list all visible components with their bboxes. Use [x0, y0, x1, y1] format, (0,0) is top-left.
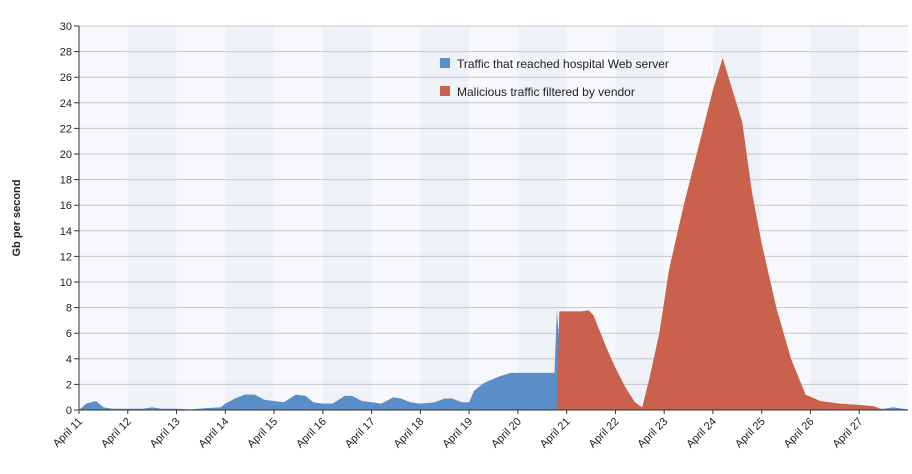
x-tick-label: April 24	[684, 416, 719, 451]
series-area-server-traffic	[79, 310, 908, 410]
y-tick-label: 22	[60, 123, 72, 135]
y-tick-label: 26	[60, 72, 72, 84]
legend-swatch-vendor	[440, 86, 450, 96]
day-band	[371, 26, 421, 410]
day-band	[469, 26, 518, 410]
y-tick-label: 12	[60, 251, 72, 263]
x-tick-label: April 19	[440, 416, 475, 451]
day-band	[274, 26, 323, 410]
legend: Traffic that reached hospital Web server…	[440, 57, 669, 99]
series-area-filtered-traffic	[556, 58, 884, 410]
y-tick-label: 8	[66, 303, 72, 315]
y-tick-label: 24	[60, 98, 72, 110]
x-tick-label: April 14	[197, 416, 232, 451]
day-band	[225, 26, 275, 410]
day-band	[79, 26, 128, 410]
x-tick-label: April 17	[343, 416, 378, 451]
day-band	[127, 26, 177, 410]
legend-swatch-server	[440, 58, 450, 68]
y-tick-label: 16	[60, 200, 72, 212]
x-tick-label: April 22	[587, 416, 622, 451]
day-band	[859, 26, 908, 410]
y-tick-label: 18	[60, 175, 72, 187]
y-tick-label: 2	[66, 379, 72, 391]
y-tick-label: 30	[60, 21, 72, 33]
day-band	[615, 26, 665, 410]
x-tick-labels: April 11 April 12 April 13 April 14 April 15…	[51, 410, 865, 451]
x-tick-label: April 13	[148, 416, 183, 451]
y-tick-label: 0	[66, 405, 72, 417]
day-band	[322, 26, 372, 410]
y-tick-label: 4	[66, 354, 72, 366]
day-band	[176, 26, 226, 410]
x-tick-label: April 18	[392, 416, 427, 451]
axes	[78, 26, 908, 411]
day-band	[420, 26, 470, 410]
x-tick-label: April 15	[245, 416, 280, 451]
x-tick-label: April 25	[733, 416, 768, 451]
day-band	[810, 26, 860, 410]
x-tick-label: April 20	[489, 416, 524, 451]
y-tick-label: 20	[60, 149, 72, 161]
x-tick-label: April 16	[294, 416, 329, 451]
grid-lines	[79, 25, 908, 411]
y-tick-label: 10	[60, 277, 72, 289]
data-areas	[79, 58, 908, 410]
x-tick-label: April 23	[635, 416, 670, 451]
y-axis-label: Gb per second	[11, 179, 23, 256]
x-tick-label: April 12	[99, 416, 134, 451]
x-tick-label: April 27	[830, 416, 865, 451]
x-tick-label: April 21	[538, 416, 573, 451]
y-tick-label: 28	[60, 47, 72, 59]
x-tick-label: April 26	[782, 416, 817, 451]
x-tick-label: April 11	[51, 416, 85, 450]
legend-label-server: Traffic that reached hospital Web server	[457, 57, 669, 71]
y-tick-label: 6	[66, 328, 72, 340]
legend-label-vendor: Malicious traffic filtered by vendor	[457, 85, 635, 99]
y-tick-label: 14	[60, 226, 72, 238]
